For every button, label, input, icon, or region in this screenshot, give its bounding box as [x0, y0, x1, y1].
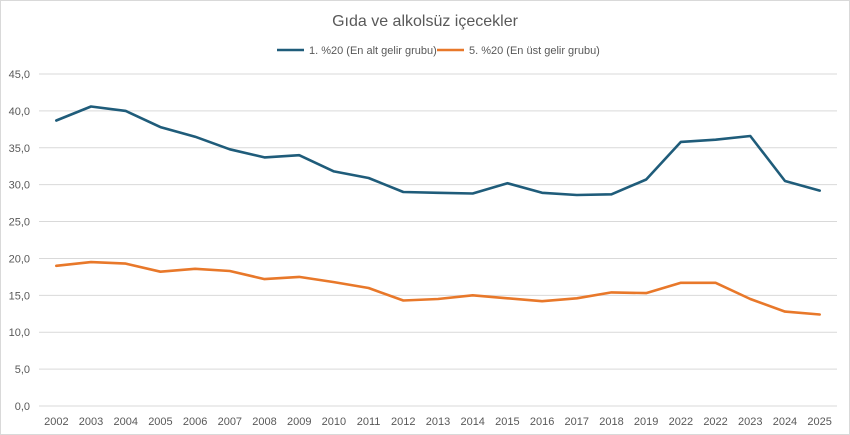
series-2-point	[644, 291, 648, 295]
series-1-point	[471, 192, 475, 196]
series-2-point	[609, 290, 613, 294]
chart-legend: 1. %20 (En alt gelir grubu) 5. %20 (En ü…	[277, 45, 600, 57]
x-tick-label: 2014	[460, 416, 484, 428]
gridlines	[39, 73, 837, 407]
series-2-point	[193, 267, 197, 271]
series-1-point	[540, 191, 544, 195]
series-1-point	[609, 192, 613, 196]
series-1-point	[193, 135, 197, 139]
series-2-point	[297, 275, 301, 279]
series-1-point	[714, 138, 718, 142]
y-tick-label: 10,0	[9, 327, 30, 339]
x-tick-label: 2024	[773, 416, 797, 428]
series-2-point	[575, 296, 579, 300]
x-tick-label: 2016	[530, 416, 554, 428]
x-tick-label: 2005	[148, 416, 172, 428]
x-tick-label: 2010	[322, 416, 346, 428]
series-2-point	[540, 299, 544, 303]
series-1-point	[89, 104, 93, 108]
y-tick-label: 20,0	[9, 253, 30, 265]
x-tick-label: 2022	[669, 416, 693, 428]
series-1-point	[228, 147, 232, 151]
x-tick-label: 2013	[426, 416, 450, 428]
series-2-point	[54, 264, 58, 268]
x-tick-label: 2009	[287, 416, 311, 428]
chart-title: Gıda ve alkolsüz içecekler	[332, 13, 519, 30]
series-1-point	[124, 109, 128, 113]
x-tick-label: 2006	[183, 416, 207, 428]
series-1-point	[158, 125, 162, 129]
y-tick-label: 45,0	[9, 69, 30, 81]
legend-label-series-1: 1. %20 (En alt gelir grubu)	[309, 45, 437, 57]
x-tick-label: 2022	[703, 416, 727, 428]
x-tick-label: 2025	[807, 416, 831, 428]
series-2-point	[332, 280, 336, 284]
y-tick-label: 25,0	[9, 217, 30, 229]
series-2-point	[748, 297, 752, 301]
series-1-point	[367, 176, 371, 180]
x-tick-label: 2019	[634, 416, 658, 428]
x-tick-label: 2012	[391, 416, 415, 428]
series-1-point	[644, 178, 648, 182]
series-1-point	[748, 134, 752, 138]
y-tick-label: 40,0	[9, 106, 30, 118]
series-2-point	[436, 297, 440, 301]
series-2-point	[124, 262, 128, 266]
y-tick-label: 15,0	[9, 290, 30, 302]
x-tick-label: 2008	[252, 416, 276, 428]
y-tick-label: 5,0	[15, 364, 30, 376]
series-2-point	[505, 296, 509, 300]
series-2-point	[401, 298, 405, 302]
series-2-point	[783, 310, 787, 314]
series-line-2	[54, 260, 822, 316]
series-2-point	[471, 293, 475, 297]
x-tick-label: 2004	[113, 416, 137, 428]
y-axis: 0,0 5,0 10,0 15,0 20,0 25,0 30,0 35,0 40,0 45,0	[9, 69, 30, 413]
series-1-point	[679, 140, 683, 144]
x-tick-label: 2018	[599, 416, 623, 428]
series-2-point	[158, 270, 162, 274]
series-2-point	[714, 281, 718, 285]
series-1-point	[575, 193, 579, 197]
legend-label-series-2: 5. %20 (En üst gelir grubu)	[469, 45, 600, 57]
series-1-point	[332, 169, 336, 173]
x-axis: 2002 2003 2004 2005 2006 2007 2008 2009 2010 2011…	[44, 416, 832, 428]
x-tick-label: 2003	[79, 416, 103, 428]
series-1-point	[297, 153, 301, 157]
series-2-point	[818, 313, 822, 317]
x-tick-label: 2015	[495, 416, 519, 428]
x-tick-label: 2023	[738, 416, 762, 428]
series-1-point	[505, 181, 509, 185]
series-1-point	[263, 155, 267, 159]
series-line-1	[54, 105, 822, 197]
y-tick-label: 30,0	[9, 180, 30, 192]
x-tick-label: 2017	[565, 416, 589, 428]
series-1-point	[401, 190, 405, 194]
y-tick-label: 35,0	[9, 143, 30, 155]
series-2-point	[89, 260, 93, 264]
x-tick-label: 2011	[357, 416, 381, 428]
series-2-point	[228, 269, 232, 273]
series-2-point	[367, 286, 371, 290]
series-1-point	[783, 179, 787, 183]
x-tick-label: 2002	[44, 416, 68, 428]
series-1-point	[54, 118, 58, 122]
series-1-point	[436, 191, 440, 195]
y-tick-label: 0,0	[15, 401, 30, 413]
series-1-point	[818, 189, 822, 193]
x-tick-label: 2007	[218, 416, 242, 428]
series-2-point	[679, 281, 683, 285]
series-lines	[54, 104, 822, 317]
series-2-point	[263, 277, 267, 281]
